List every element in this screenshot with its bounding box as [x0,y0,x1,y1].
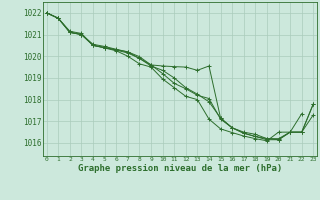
X-axis label: Graphe pression niveau de la mer (hPa): Graphe pression niveau de la mer (hPa) [78,164,282,173]
